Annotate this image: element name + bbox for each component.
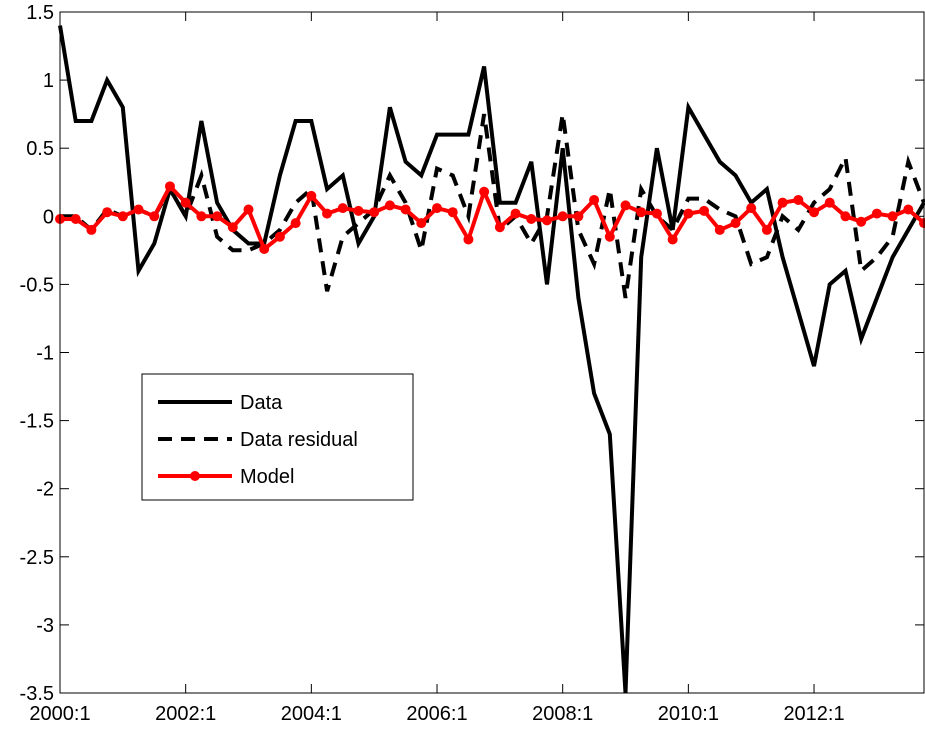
data-point [274, 231, 285, 242]
data-point [463, 234, 474, 245]
data-point [384, 200, 395, 211]
data-point [824, 197, 835, 208]
data-point [699, 205, 710, 216]
data-point [620, 200, 631, 211]
data-point [856, 216, 867, 227]
data-point [70, 214, 81, 225]
data-point [746, 203, 757, 214]
y-tick-label: -1.5 [20, 411, 54, 433]
data-point [164, 181, 175, 192]
data-point [887, 211, 898, 222]
data-point [447, 207, 458, 218]
data-point [809, 207, 820, 218]
series-line [60, 113, 925, 299]
x-tick-label: 2002:1 [155, 703, 216, 725]
y-tick-label: -1 [36, 343, 54, 365]
data-point [510, 208, 521, 219]
x-tick-label: 2010:1 [658, 703, 719, 725]
data-point [479, 186, 490, 197]
data-point [290, 218, 301, 229]
data-point [102, 207, 113, 218]
data-point [416, 218, 427, 229]
data-point [353, 205, 364, 216]
data-point [526, 214, 537, 225]
y-tick-label: -0.5 [20, 274, 54, 296]
data-point [369, 207, 380, 218]
data-point [180, 197, 191, 208]
series-line [58, 25, 925, 694]
data-point [86, 224, 97, 235]
y-tick-label: -2.5 [20, 547, 54, 569]
data-point [494, 222, 505, 233]
plot-frame [59, 11, 925, 694]
data-point [196, 211, 207, 222]
legend-label: Data residual [240, 429, 358, 451]
data-point [212, 211, 223, 222]
x-tick-label: 2004:1 [281, 703, 342, 725]
data-point [243, 204, 254, 215]
data-point [589, 194, 600, 205]
data-point [337, 203, 348, 214]
data-point [777, 197, 788, 208]
y-tick-label: 0.5 [26, 138, 54, 160]
y-tick-label: 0 [43, 206, 54, 228]
data-point [604, 231, 615, 242]
data-point [557, 211, 568, 222]
data-point [117, 211, 128, 222]
data-point [432, 203, 443, 214]
x-tick-label: 2000:1 [29, 703, 90, 725]
data-point [573, 211, 584, 222]
data-point [259, 243, 270, 254]
y-tick-label: -2 [36, 479, 54, 501]
data-point [651, 208, 662, 219]
data-point [903, 204, 914, 215]
data-point [840, 211, 851, 222]
data-point [683, 208, 694, 219]
data-point [227, 222, 238, 233]
legend-label: Model [240, 466, 294, 488]
y-tick-label: -3 [36, 615, 54, 637]
data-point [730, 218, 741, 229]
data-point [714, 224, 725, 235]
legend-label: Data [240, 392, 283, 414]
data-point [133, 204, 144, 215]
data-point [667, 234, 678, 245]
data-point [400, 204, 411, 215]
data-point [541, 215, 552, 226]
data-point [322, 208, 333, 219]
y-tick-label: 1 [43, 70, 54, 92]
data-point [306, 190, 317, 201]
x-tick-label: 2006:1 [406, 703, 467, 725]
x-tick-label: 2008:1 [532, 703, 593, 725]
data-point [636, 207, 647, 218]
data-point [149, 211, 160, 222]
x-tick-label: 2012:1 [783, 703, 844, 725]
data-point [793, 194, 804, 205]
data-point [761, 224, 772, 235]
y-tick-label: 1.5 [26, 2, 54, 24]
y-tick-label: -3.5 [20, 683, 54, 705]
legend-marker [190, 471, 200, 481]
data-point [871, 208, 882, 219]
